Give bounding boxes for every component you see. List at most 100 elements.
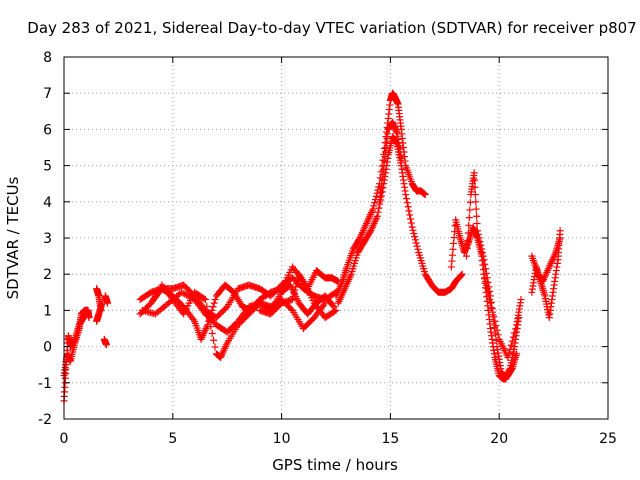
y-tick-label: 6 (43, 122, 52, 138)
data-point (481, 274, 489, 282)
data-point (408, 223, 416, 231)
data-point (293, 277, 301, 285)
data-point (288, 296, 296, 304)
x-tick-label: 0 (60, 431, 69, 447)
data-point (290, 289, 298, 297)
data-point (475, 234, 483, 242)
data-point (481, 260, 489, 268)
data-point (211, 296, 219, 304)
data-point (207, 323, 215, 331)
data-point (413, 242, 421, 250)
data-point (407, 219, 415, 227)
data-point (470, 169, 478, 177)
x-tick-label: 10 (273, 431, 291, 447)
data-point (291, 286, 299, 294)
data-point (465, 214, 473, 222)
data-point (492, 336, 500, 344)
series-seg-early-4 (93, 299, 106, 325)
data-point (471, 176, 479, 184)
axis-ticks (63, 56, 609, 420)
data-point (375, 204, 383, 212)
data-point (414, 245, 422, 253)
data-point (471, 191, 479, 199)
data-point (411, 236, 419, 244)
data-point (102, 341, 110, 349)
y-tick-labels: -2 -1 0 1 2 3 4 5 6 7 8 (38, 50, 52, 428)
data-point (504, 353, 512, 361)
data-point (329, 301, 337, 309)
data-point (366, 228, 374, 236)
data-point (556, 227, 564, 235)
data-point (474, 230, 482, 238)
data-point (512, 325, 520, 333)
data-point (482, 265, 490, 273)
data-point (471, 183, 479, 191)
data-point (355, 235, 363, 243)
data-point (508, 337, 516, 345)
data-point (369, 205, 377, 213)
data-point (466, 206, 474, 214)
data-point (406, 211, 414, 219)
series-seg-early-2 (60, 306, 89, 380)
data-point (409, 226, 417, 234)
series-seg-e (256, 267, 342, 318)
y-tick-label: -1 (38, 376, 52, 392)
data-point (505, 349, 513, 357)
data-point (480, 270, 488, 278)
series-seg-g (334, 133, 466, 307)
data-point (473, 212, 481, 220)
data-point (421, 191, 429, 199)
data-point (210, 336, 218, 344)
data-point (473, 220, 481, 228)
x-tick-label: 15 (381, 431, 399, 447)
series-seg-c (147, 281, 329, 361)
data-point (485, 292, 493, 300)
data-point (208, 329, 216, 337)
data-point (405, 207, 413, 215)
data-point (477, 241, 485, 249)
data-point (404, 203, 412, 211)
data-point (490, 313, 498, 321)
y-tick-label: 3 (43, 231, 52, 247)
data-point (509, 333, 517, 341)
y-tick-label: 0 (43, 340, 52, 356)
data-point (472, 205, 480, 213)
data-point (374, 208, 382, 216)
chart-title: Day 283 of 2021, Sidereal Day-to-day VTE… (27, 19, 636, 37)
data-point (85, 314, 93, 322)
data-point (200, 295, 208, 303)
x-axis-label: GPS time / hours (272, 456, 398, 474)
data-point (486, 299, 494, 307)
series-seg-k (480, 270, 525, 361)
data-point (208, 306, 216, 314)
data-point (493, 326, 501, 334)
data-point (292, 283, 300, 291)
y-tick-label: 7 (43, 86, 52, 102)
data-point (210, 299, 218, 307)
data-point (463, 244, 471, 252)
data-point (510, 329, 518, 337)
data-point (403, 199, 411, 207)
data-point (410, 229, 418, 237)
data-point (379, 156, 387, 164)
data-point (492, 322, 500, 330)
data-point (211, 343, 219, 351)
data-point (457, 271, 465, 279)
x-tick-label: 5 (168, 431, 177, 447)
data-point (486, 296, 494, 304)
data-point (478, 248, 486, 256)
data-point (464, 237, 472, 245)
data-point (491, 317, 499, 325)
data-point (482, 281, 490, 289)
y-tick-label: 5 (43, 159, 52, 175)
data-points (60, 89, 564, 405)
y-tick-label: 8 (43, 50, 52, 66)
data-point (556, 234, 564, 242)
data-point (412, 239, 420, 247)
data-point (370, 202, 378, 210)
series-seg-h (376, 118, 405, 206)
series-seg-early-5 (101, 292, 112, 307)
y-tick-label: 4 (43, 195, 52, 211)
data-point (489, 308, 497, 316)
data-point (402, 195, 410, 203)
